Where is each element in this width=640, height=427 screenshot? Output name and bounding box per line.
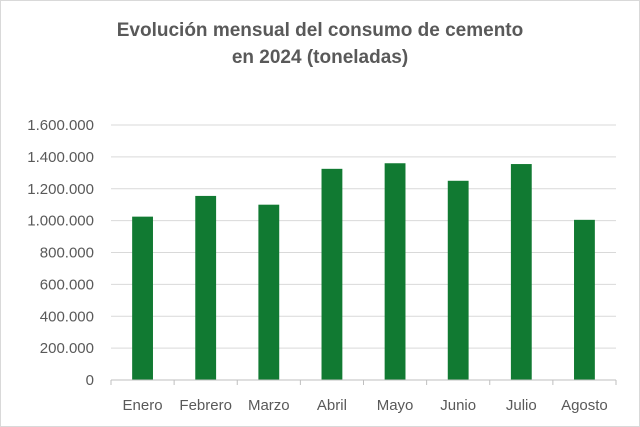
x-tick-label: Agosto [561, 397, 608, 414]
y-tick-label: 400.000 [40, 308, 94, 325]
y-tick-label: 600.000 [40, 276, 94, 293]
y-tick-label: 200.000 [40, 340, 94, 357]
x-tick-label: Enero [123, 397, 163, 414]
x-tick-label: Abril [317, 397, 347, 414]
x-axis [110, 379, 617, 385]
y-tick-label: 0 [86, 372, 94, 389]
x-tick-label: Febrero [179, 397, 232, 414]
chart-title-line-2: en 2024 (toneladas) [232, 47, 408, 68]
y-tick-label: 1.200.000 [27, 181, 94, 198]
bar-julio [510, 164, 532, 380]
bar-febrero [195, 195, 217, 380]
gridlines [111, 124, 616, 349]
x-tick-label: Marzo [248, 397, 290, 414]
y-tick-label: 1.600.000 [27, 117, 94, 134]
x-axis-tick-labels: Enero Febrero Marzo Abril Mayo Junio Julio Agos… [123, 397, 608, 414]
bar-marzo [258, 204, 280, 380]
x-tick-label: Julio [506, 397, 537, 414]
y-tick-label: 1.000.000 [27, 213, 94, 230]
chart-title-line-1: Evolución mensual del consumo de cemento [117, 20, 523, 41]
bar-junio [447, 180, 469, 380]
bar-enero [132, 216, 153, 380]
bar-abril [321, 168, 343, 380]
x-tick-label: Junio [440, 397, 476, 414]
y-tick-label: 800.000 [40, 245, 94, 262]
bar-mayo [384, 163, 406, 380]
bars [132, 163, 595, 380]
bar-agosto [574, 219, 595, 380]
y-axis-tick-labels: 0 200.000 400.000 600.000 800.000 1.000.000 1.… [27, 117, 94, 389]
y-tick-label: 1.400.000 [27, 149, 94, 166]
x-tick-label: Mayo [377, 397, 414, 414]
